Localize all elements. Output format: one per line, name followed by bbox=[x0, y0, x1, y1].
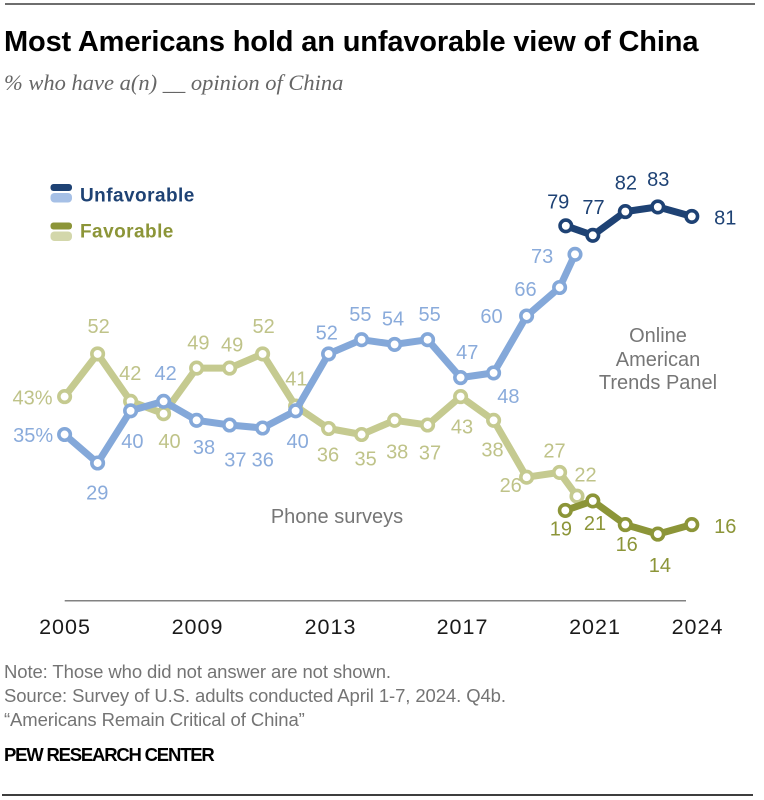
svg-text:38: 38 bbox=[481, 440, 503, 462]
svg-text:54: 54 bbox=[382, 308, 404, 330]
svg-text:14: 14 bbox=[649, 555, 671, 577]
svg-text:82: 82 bbox=[615, 173, 637, 195]
svg-text:26: 26 bbox=[500, 475, 522, 497]
svg-text:Unfavorable: Unfavorable bbox=[80, 186, 195, 207]
svg-text:21: 21 bbox=[584, 513, 606, 535]
svg-text:Online: Online bbox=[629, 325, 687, 347]
svg-text:38: 38 bbox=[386, 441, 408, 463]
svg-text:55: 55 bbox=[418, 304, 440, 326]
svg-text:2017: 2017 bbox=[437, 615, 489, 639]
svg-text:16: 16 bbox=[616, 534, 638, 556]
svg-text:Phone surveys: Phone surveys bbox=[271, 506, 403, 528]
svg-text:43: 43 bbox=[451, 417, 473, 439]
svg-text:Favorable: Favorable bbox=[80, 221, 174, 242]
svg-text:27: 27 bbox=[543, 441, 565, 463]
svg-text:16: 16 bbox=[714, 516, 736, 538]
svg-text:37: 37 bbox=[224, 449, 246, 471]
svg-text:81: 81 bbox=[714, 208, 736, 230]
svg-text:40: 40 bbox=[286, 431, 308, 453]
svg-text:36: 36 bbox=[252, 449, 274, 471]
svg-text:52: 52 bbox=[87, 316, 109, 338]
svg-text:2009: 2009 bbox=[172, 615, 224, 639]
svg-text:35%: 35% bbox=[13, 425, 53, 447]
svg-text:60: 60 bbox=[480, 306, 502, 328]
svg-text:52: 52 bbox=[316, 323, 338, 345]
svg-text:79: 79 bbox=[547, 192, 569, 214]
svg-text:55: 55 bbox=[349, 304, 371, 326]
svg-text:49: 49 bbox=[221, 335, 243, 357]
svg-text:19: 19 bbox=[550, 519, 572, 541]
svg-text:22: 22 bbox=[574, 464, 596, 486]
svg-text:40: 40 bbox=[158, 431, 180, 453]
svg-text:42: 42 bbox=[119, 363, 141, 385]
svg-text:40: 40 bbox=[121, 431, 143, 453]
svg-text:Trends Panel: Trends Panel bbox=[599, 372, 717, 394]
svg-text:42: 42 bbox=[154, 363, 176, 385]
svg-text:41: 41 bbox=[285, 368, 307, 390]
svg-text:2021: 2021 bbox=[569, 615, 621, 639]
svg-text:37: 37 bbox=[419, 442, 441, 464]
svg-text:29: 29 bbox=[86, 482, 108, 504]
svg-text:77: 77 bbox=[582, 197, 604, 219]
svg-text:2024: 2024 bbox=[672, 615, 724, 639]
svg-text:36: 36 bbox=[317, 444, 339, 466]
svg-text:73: 73 bbox=[531, 246, 553, 268]
svg-text:48: 48 bbox=[497, 386, 519, 408]
svg-text:2013: 2013 bbox=[305, 615, 357, 639]
svg-text:43%: 43% bbox=[12, 388, 52, 410]
svg-text:35: 35 bbox=[354, 448, 376, 470]
svg-text:66: 66 bbox=[514, 279, 536, 301]
svg-text:American: American bbox=[616, 349, 700, 371]
svg-text:52: 52 bbox=[252, 316, 274, 338]
svg-text:83: 83 bbox=[647, 169, 669, 191]
svg-text:38: 38 bbox=[193, 437, 215, 459]
svg-text:2005: 2005 bbox=[39, 615, 91, 639]
svg-text:49: 49 bbox=[187, 333, 209, 355]
svg-text:47: 47 bbox=[456, 342, 478, 364]
